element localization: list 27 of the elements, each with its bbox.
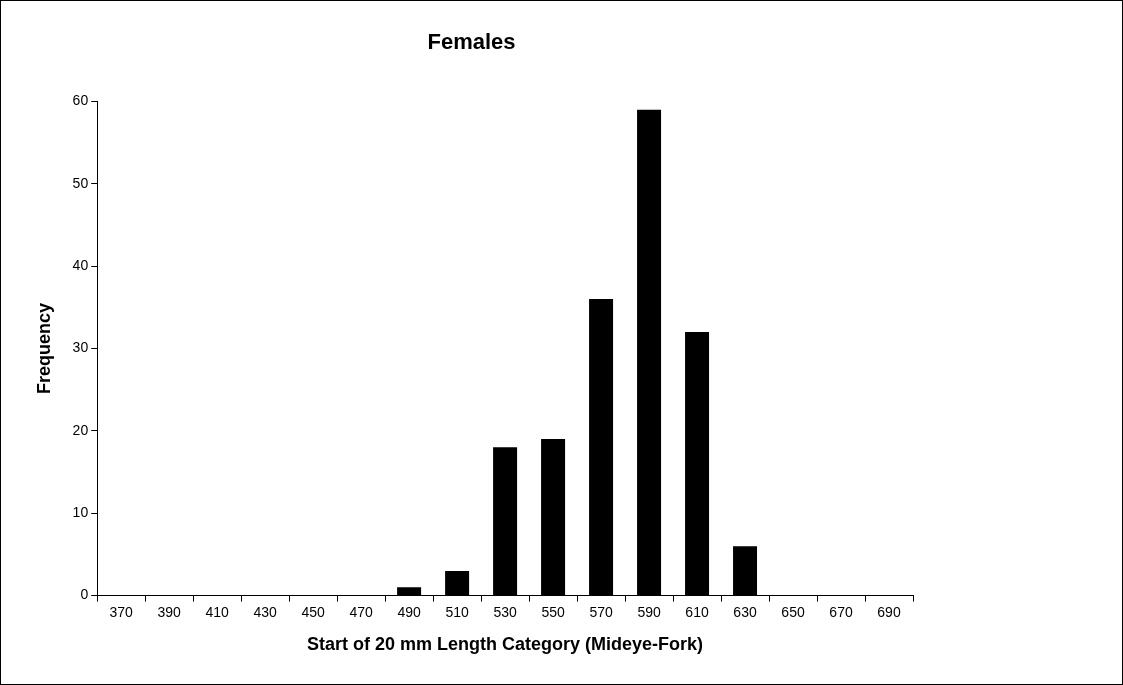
y-tick-label: 0 — [80, 586, 89, 603]
x-tick-label: 410 — [205, 603, 230, 620]
y-tick-label: 20 — [72, 421, 89, 438]
x-tick-label: 610 — [685, 603, 709, 620]
y-tick-label: 40 — [72, 256, 89, 273]
chart-title: Females — [427, 29, 516, 55]
y-tick-label: 10 — [72, 504, 89, 521]
x-tick-label: 630 — [733, 603, 757, 620]
y-tick-label: 60 — [72, 92, 89, 109]
x-tick-label: 670 — [829, 603, 853, 620]
y-tick-label: 30 — [72, 339, 89, 356]
x-axis-title: Start of 20 mm Length Category (Mideye-Fork) — [307, 634, 704, 655]
x-tick-label: 430 — [253, 603, 278, 620]
x-tick-label: 510 — [445, 603, 469, 620]
x-tick-label: 550 — [541, 603, 565, 620]
x-tick-label: 570 — [589, 603, 613, 620]
x-tick-label: 590 — [637, 603, 661, 620]
x-tick-label: 470 — [349, 603, 374, 620]
x-tick-label: 490 — [397, 603, 421, 620]
x-tick-label: 690 — [877, 603, 901, 620]
y-axis-title: Frequency — [33, 302, 54, 395]
x-tick-label: 390 — [157, 603, 182, 620]
x-tick-label: 530 — [493, 603, 517, 620]
x-tick-label: 370 — [109, 603, 134, 620]
x-tick-label: 450 — [301, 603, 326, 620]
x-tick-label: 650 — [781, 603, 805, 620]
y-tick-label: 50 — [72, 174, 89, 191]
